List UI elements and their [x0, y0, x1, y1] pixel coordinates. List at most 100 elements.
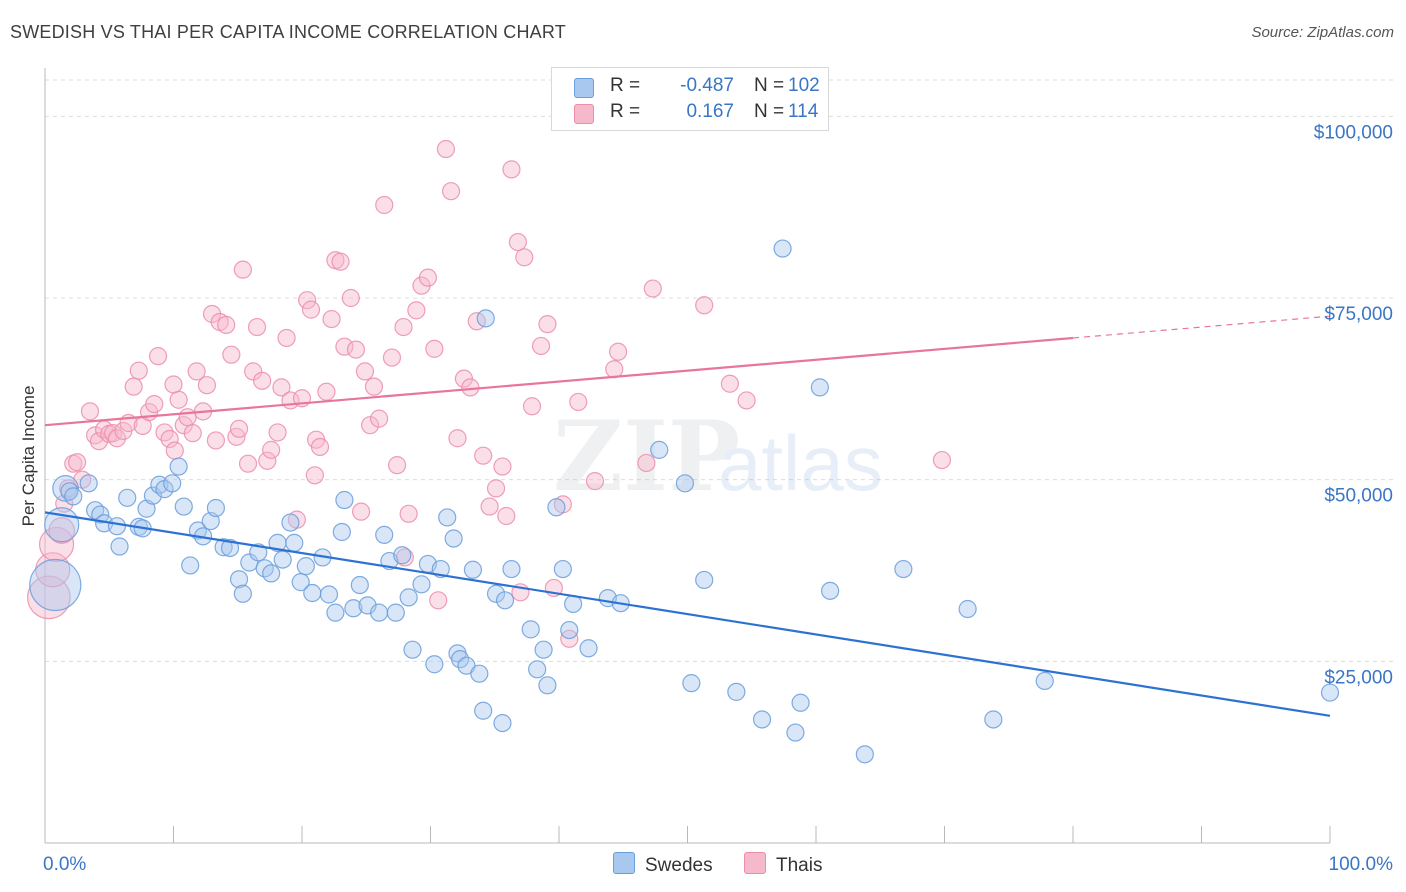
thais-point: [370, 409, 389, 428]
thais-point: [247, 317, 267, 337]
y-tick-label: $50,000: [1324, 486, 1393, 507]
thais-point: [48, 517, 76, 544]
bottom-legend-label-swedes: Swedes: [645, 855, 713, 876]
thais-point: [335, 337, 354, 356]
x-tick-label: 0.0%: [43, 854, 86, 875]
swedes-point: [547, 498, 566, 517]
swedes-point: [370, 603, 389, 622]
watermark-zip: ZIP: [553, 400, 740, 513]
thais-point: [531, 336, 551, 356]
swedes-point: [791, 693, 810, 712]
thais-point: [569, 392, 588, 412]
swedes-point: [682, 674, 701, 693]
thais-point: [89, 432, 109, 451]
thais-point: [436, 139, 456, 159]
swedes-point: [303, 583, 322, 603]
swedes-point: [332, 522, 351, 542]
swedes-point: [386, 603, 405, 622]
thais-point: [407, 301, 426, 320]
swedes-point: [752, 710, 772, 729]
swedes-point: [29, 558, 82, 612]
swedes-point: [110, 537, 129, 556]
swedes-point: [984, 710, 1003, 729]
thais-point: [145, 394, 164, 414]
thais-point: [233, 260, 252, 279]
thais-point: [461, 378, 480, 397]
thais-point: [695, 296, 714, 315]
swedes-point: [206, 498, 226, 518]
thais-point: [493, 457, 512, 476]
thais-point: [317, 382, 336, 401]
thais-point: [238, 454, 258, 473]
thais-point: [399, 504, 418, 523]
swedes-point: [773, 239, 792, 258]
swedes-point: [64, 487, 83, 506]
thais-point: [425, 339, 444, 358]
swedes-point: [163, 474, 182, 493]
swedes-point: [560, 620, 579, 640]
thais-point: [609, 342, 628, 361]
thais-point: [538, 315, 557, 334]
swedes-point: [727, 682, 746, 701]
thais-point: [206, 431, 226, 450]
thais-point: [268, 423, 287, 442]
swedes-point: [375, 525, 394, 544]
thais-point: [258, 451, 277, 470]
x-tick-label: 100.0%: [1329, 854, 1394, 875]
thais-point: [262, 440, 281, 459]
swedes-point: [463, 560, 483, 579]
thais-point: [27, 575, 71, 620]
swedes-point: [249, 543, 268, 562]
bottom-legend-swedes: Swedes: [613, 852, 713, 877]
swedes-point: [495, 591, 515, 610]
tick-labels: $25,000 $50,000 $75,000 $100,000 0.0% 100.0%: [43, 122, 1393, 875]
bottom-legend-swatch-swedes: [613, 852, 635, 874]
thais-points: [27, 139, 952, 648]
swedes-point: [786, 723, 805, 742]
thais-point: [124, 377, 143, 396]
thais-point: [301, 300, 321, 319]
thais-point: [148, 347, 168, 366]
legend-swatch-swedes: [574, 78, 594, 98]
thais-point: [183, 424, 202, 443]
thais-point: [197, 376, 217, 395]
bottom-legend-label-thais: Thais: [776, 855, 823, 876]
thais-point: [187, 362, 206, 381]
thais-trend-line-dashed: [1072, 315, 1331, 339]
swedes-point: [1320, 683, 1340, 702]
swedes-point: [350, 575, 369, 595]
thais-point: [341, 288, 360, 308]
swedes-point: [344, 599, 363, 618]
thais-point: [305, 466, 324, 485]
thais-point: [272, 378, 291, 397]
swedes-point: [403, 640, 422, 659]
legend-n-value: 102: [788, 75, 820, 96]
thais-point: [361, 416, 380, 435]
swedes-point: [1035, 671, 1054, 691]
swedes-point: [675, 474, 695, 493]
swedes-point: [538, 676, 557, 695]
legend-n-label: N =: [754, 75, 785, 96]
swedes-point: [233, 584, 252, 603]
thais-point: [395, 548, 414, 567]
thais-point: [480, 497, 499, 516]
swedes-point: [425, 655, 444, 674]
thais-point: [229, 419, 249, 438]
thais-point: [165, 441, 184, 460]
legend-n-value: 114: [788, 101, 819, 122]
watermark-atlas: atlas: [718, 419, 883, 507]
swedes-point: [457, 656, 476, 675]
swedes-point: [181, 556, 200, 575]
axes: [44, 68, 1331, 844]
legend-r-label: R =: [610, 75, 641, 96]
swedes-point: [502, 559, 521, 579]
thais-point: [160, 429, 179, 449]
swedes-point: [118, 488, 137, 507]
thais-point: [352, 502, 371, 521]
swedes-point: [486, 584, 506, 603]
thais-point: [129, 361, 148, 380]
thais-point: [522, 397, 542, 416]
swedes-point: [412, 575, 431, 594]
thais-point: [605, 360, 624, 379]
